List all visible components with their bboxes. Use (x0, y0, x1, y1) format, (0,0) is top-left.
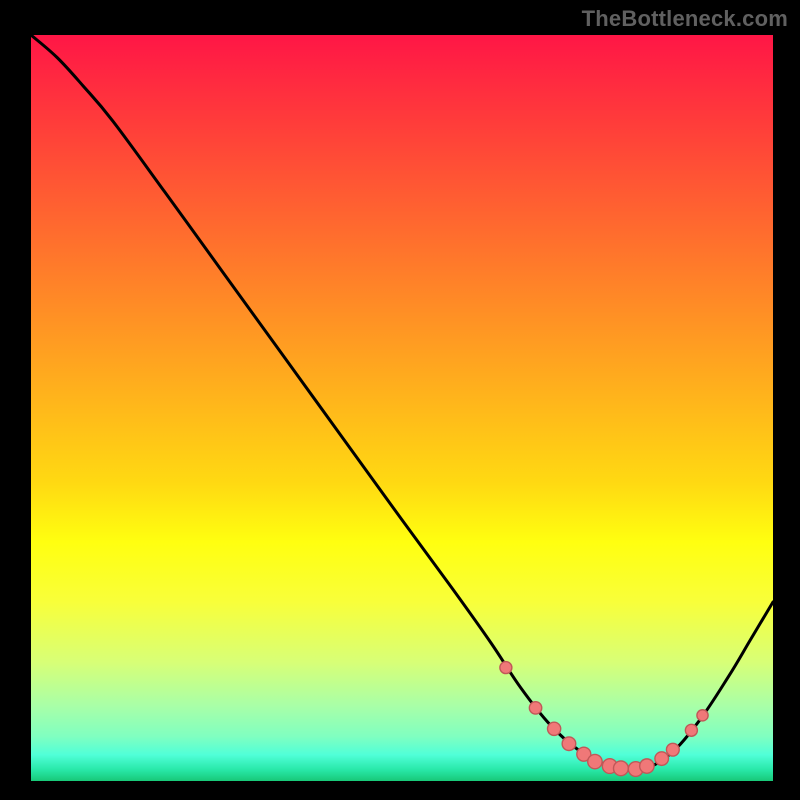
data-marker (588, 754, 602, 768)
chart-svg (28, 32, 776, 784)
data-marker (666, 743, 679, 756)
data-marker (529, 702, 541, 714)
data-marker (562, 737, 576, 751)
plot-area (28, 32, 776, 784)
data-marker (655, 752, 669, 766)
data-marker (500, 662, 512, 674)
watermark-text: TheBottleneck.com (582, 6, 788, 32)
data-marker (697, 710, 708, 721)
chart-container: TheBottleneck.com (0, 0, 800, 800)
data-marker (685, 724, 697, 736)
data-marker (640, 759, 654, 773)
gradient-background (31, 35, 773, 781)
data-marker (548, 722, 561, 735)
data-marker (613, 761, 628, 776)
